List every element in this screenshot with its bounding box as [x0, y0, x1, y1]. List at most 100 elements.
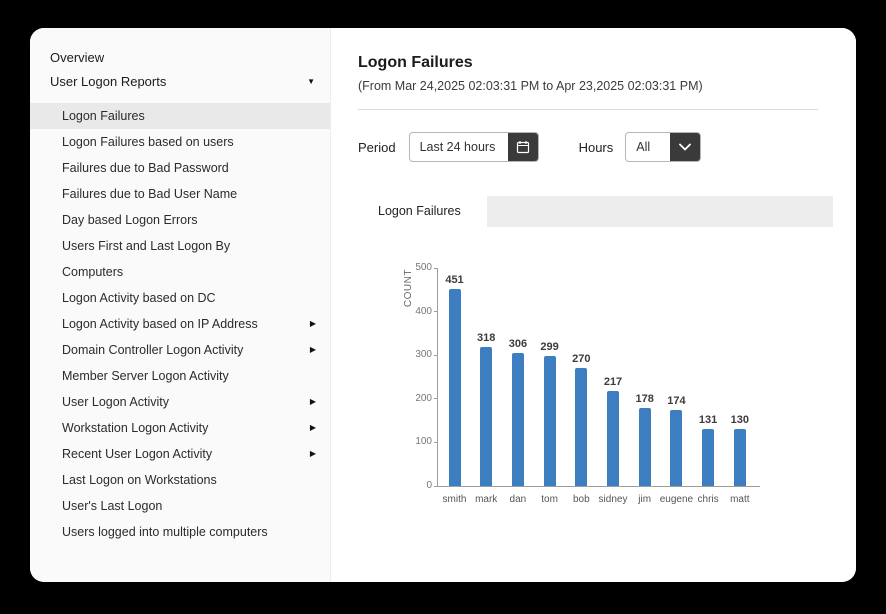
chevron-right-icon: ▶: [309, 423, 316, 432]
report-tab-block: Logon Failures COUNT 0 100 200 300 400 500 451…: [352, 196, 833, 557]
sidebar-item-label: Logon Failures: [62, 109, 145, 123]
bar-group-smith[interactable]: 451 smith: [440, 274, 470, 505]
y-axis-tick-label: 500: [415, 262, 432, 273]
section-label: User Logon Reports: [50, 74, 167, 89]
sidebar-item[interactable]: Users First and Last Logon By Computers: [30, 233, 330, 285]
y-axis-tick-mark: [434, 441, 438, 443]
sidebar-item[interactable]: Failures due to Bad Password: [30, 155, 330, 181]
sidebar-item-label: User Logon Activity: [62, 395, 169, 409]
x-axis-category-label: dan: [509, 494, 527, 505]
sidebar-item[interactable]: Workstation Logon Activity ▶: [30, 415, 330, 441]
sidebar-section-user-logon-reports[interactable]: User Logon Reports ▼: [30, 70, 330, 94]
sidebar-item[interactable]: Users logged into multiple computers: [30, 519, 330, 545]
calendar-button[interactable]: [507, 133, 538, 161]
bar-group-chris[interactable]: 131 chris: [693, 414, 723, 505]
sidebar-item[interactable]: Failures due to Bad User Name: [30, 181, 330, 207]
y-axis-tick-mark: [434, 267, 438, 269]
sidebar-item[interactable]: Logon Activity based on IP Address ▶: [30, 311, 330, 337]
sidebar-item-label: Failures due to Bad Password: [62, 161, 229, 175]
bar-value-label: 318: [477, 332, 496, 345]
sidebar-item[interactable]: Logon Failures based on users: [30, 129, 330, 155]
bar-value-label: 306: [508, 337, 528, 350]
x-axis-category-label: eugene: [659, 494, 694, 505]
period-dropdown[interactable]: Last 24 hours: [408, 132, 539, 162]
sidebar-item[interactable]: User Logon Activity ▶: [30, 389, 330, 415]
sidebar-item-overview[interactable]: Overview: [30, 46, 330, 70]
x-axis-category-label: mark: [475, 494, 498, 505]
hours-dropdown-button[interactable]: [670, 133, 701, 161]
sidebar-item[interactable]: Logon Activity based on DC: [30, 285, 330, 311]
x-axis-category-label: jim: [638, 494, 652, 505]
y-axis-tick-mark: [434, 354, 438, 356]
y-axis-tick-label: 400: [415, 305, 432, 317]
x-axis-category-label: tom: [541, 494, 558, 505]
hours-value: All: [636, 140, 651, 154]
period-value: Last 24 hours: [419, 140, 496, 154]
bar[interactable]: [575, 368, 588, 486]
period-label: Period: [358, 139, 396, 155]
sidebar-item-label: Last Logon on Workstations: [62, 473, 217, 487]
bar-value-label: 178: [635, 393, 654, 406]
y-axis-tick-label: 200: [415, 392, 432, 404]
chevron-right-icon: ▶: [309, 319, 316, 328]
sidebar-item-label: Recent User Logon Activity: [62, 447, 213, 461]
tab-logon-failures[interactable]: Logon Failures: [352, 196, 487, 227]
bar-group-jim[interactable]: 178 jim: [630, 393, 660, 505]
hours-dropdown[interactable]: All: [625, 132, 702, 162]
bar[interactable]: [733, 429, 746, 486]
bar-value-label: 130: [730, 414, 749, 427]
chevron-down-icon: [679, 143, 692, 151]
report-date-range: (From Mar 24,2025 02:03:31 PM to Apr 23,…: [358, 79, 703, 93]
sidebar-item[interactable]: Recent User Logon Activity ▶: [30, 441, 330, 467]
y-axis-tick-label: 100: [415, 436, 432, 448]
bar-group-dan[interactable]: 306 dan: [503, 338, 533, 505]
chevron-right-icon: ▶: [309, 449, 316, 458]
sidebar-item-label: Users logged into multiple computers: [62, 525, 268, 539]
bar[interactable]: [607, 391, 619, 486]
bar-group-matt[interactable]: 130 matt: [725, 414, 755, 505]
sidebar-item[interactable]: User's Last Logon: [30, 493, 330, 519]
page-title: Logon Failures: [358, 54, 473, 71]
sidebar-item[interactable]: Day based Logon Errors: [30, 207, 330, 233]
main-content: Logon Failures (From Mar 24,2025 02:03:3…: [331, 28, 856, 582]
bar-value-label: 131: [698, 413, 718, 426]
sidebar-item[interactable]: Domain Controller Logon Activity ▶: [30, 337, 330, 363]
sidebar-item-label: Day based Logon Errors: [62, 213, 198, 227]
filter-bar: Period Last 24 hours Hours All: [358, 132, 856, 162]
bar-group-sidney[interactable]: 217 sidney: [598, 376, 628, 505]
bar-group-mark[interactable]: 318 mark: [471, 332, 501, 505]
sidebar-item-label: Logon Failures based on users: [62, 135, 234, 149]
bar[interactable]: [543, 355, 556, 486]
sidebar-item[interactable]: Last Logon on Workstations: [30, 467, 330, 493]
x-axis-category-label: smith: [442, 494, 467, 505]
bar-group-bob[interactable]: 270 bob: [566, 353, 596, 505]
bar-group-eugene[interactable]: 174 eugene: [660, 395, 693, 505]
x-axis-category-label: matt: [730, 494, 750, 505]
bar[interactable]: [638, 408, 651, 486]
bar[interactable]: [480, 347, 493, 486]
bar[interactable]: [702, 428, 715, 486]
sidebar-item[interactable]: Member Server Logon Activity: [30, 363, 330, 389]
sidebar-item-label: Users First and Last Logon By Computers: [62, 239, 231, 279]
y-axis-tick-mark: [434, 311, 438, 313]
sidebar-item[interactable]: Logon Failures: [30, 103, 330, 129]
sidebar-item-label: Logon Activity based on DC: [62, 291, 216, 305]
bar-chart: 0 100 200 300 400 500 451 smith 318 mark 306 dan 299…: [415, 262, 760, 505]
bar-value-label: 217: [603, 376, 623, 389]
bar-value-label: 174: [667, 395, 686, 408]
bar[interactable]: [670, 410, 683, 486]
y-axis-tick-label: 300: [415, 349, 432, 361]
app-window: Overview User Logon Reports ▼ Logon Fail…: [30, 28, 856, 582]
x-axis-category-label: bob: [572, 494, 590, 505]
chevron-right-icon: ▶: [309, 345, 316, 354]
sidebar-item-label: Member Server Logon Activity: [62, 369, 229, 383]
header-divider: [358, 109, 818, 110]
bar-value-label: 451: [445, 274, 464, 287]
bar[interactable]: [448, 289, 461, 486]
bar[interactable]: [511, 352, 524, 486]
sidebar-report-list: Logon Failures Logon Failures based on us…: [30, 103, 330, 545]
bar-value-label: 270: [572, 353, 591, 366]
sidebar-item-label: Workstation Logon Activity: [62, 421, 209, 435]
chevron-right-icon: ▶: [309, 397, 316, 406]
bar-group-tom[interactable]: 299 tom: [535, 341, 565, 505]
